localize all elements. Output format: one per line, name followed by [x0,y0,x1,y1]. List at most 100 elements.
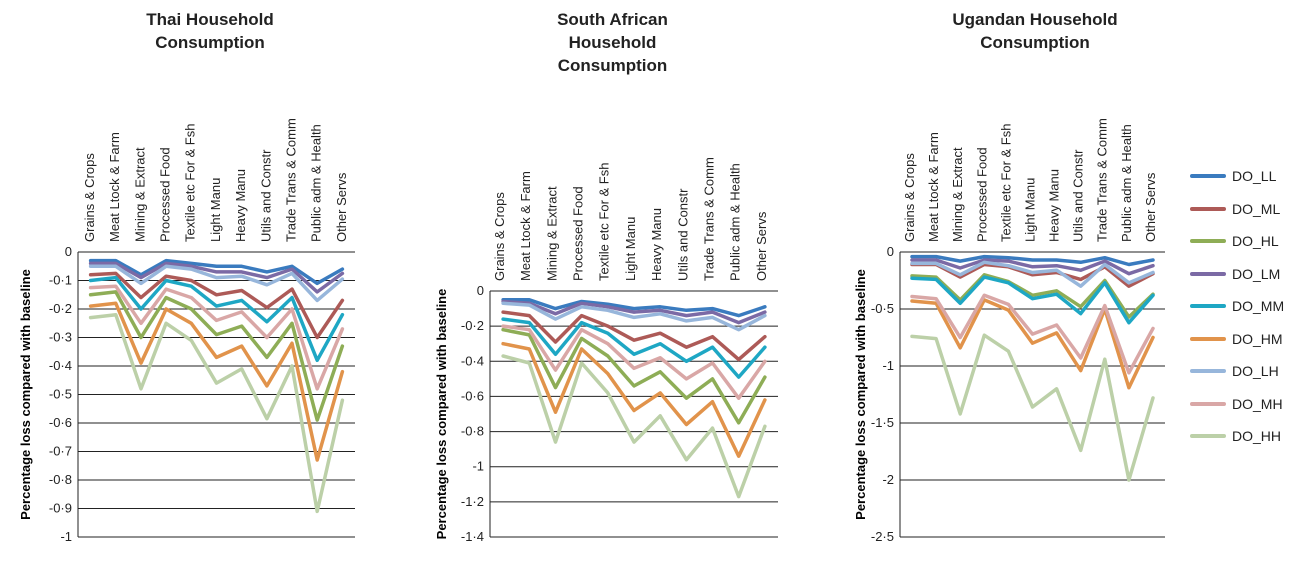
y-axis-label: Percentage loss compared with baseline [18,269,33,520]
legend-label: DO_MM [1232,298,1285,314]
series-line-do_ll [910,254,1155,267]
legend-item: DO_MM [1190,295,1300,328]
y-tick-label: -1·5 [871,415,894,430]
legend-label: DO_ML [1232,200,1281,217]
x-category-label: Grains & Crops [82,153,97,242]
series-line-do_mh [88,284,345,391]
legend-swatch [1190,336,1226,341]
legend-item: DO_HM [1190,328,1300,361]
x-category-label: Other Servs [754,211,769,281]
series-line-do_hh [910,333,1155,482]
legend-label: DO_HL [1232,233,1279,249]
x-category-label: Processed Food [974,147,989,242]
legend-swatch [1190,304,1226,308]
x-category-label: Utils and Constr [675,188,690,281]
y-tick-label: -0·6 [461,388,484,403]
series-line-do_hl [88,290,345,422]
series-line-do_hm [88,301,345,462]
y-tick-label: -0·4 [461,353,484,368]
x-category-label: Public adm & Health [309,124,324,242]
series-line-do_ml [501,310,767,362]
x-category-label: Public adm & Health [1119,124,1134,242]
series-line-do_hh [88,312,345,514]
legend-item: DO_MH [1190,393,1300,426]
x-category-label: Grains & Crops [492,192,507,281]
series-line-do_hm [501,341,767,458]
legend-label: DO_HH [1232,428,1282,444]
series-line-do_ll [501,298,767,318]
x-category-label: Textile etc For & Fsh [998,124,1013,242]
series-line-do_lm [88,261,345,294]
x-category-label: Mining & Extract [132,147,147,242]
series-line-do_hl [910,273,1155,319]
series-line-do_lh [501,301,767,332]
y-tick-label: 0 [887,244,894,259]
y-tick-label: -2·5 [871,529,894,544]
chart-title: South African Household Consumption [557,10,668,75]
chart-1: 0 -0·2 -0·4 -0·6 -0·8 -1 -1·2 -1·4 Percentage lo… [434,157,778,544]
legend-swatch [1190,401,1226,406]
x-category-label: Meat Ltock & Farm [107,132,122,242]
series-line-do_hh [501,354,767,499]
legend-item: DO_LH [1190,360,1300,393]
y-tick-label: -0·2 [461,318,484,333]
x-category-label: Trade Trans & Comm [1095,118,1110,242]
chart-title: Thai Household Consumption [146,10,274,52]
legend-item: DO_LM [1190,263,1300,296]
legend-item: DO_ML [1190,198,1300,231]
y-tick-label: -0·1 [49,273,72,288]
y-tick-label: -0·5 [871,301,894,316]
legend-label: DO_LH [1232,363,1279,379]
legend-item: DO_HH [1190,425,1300,458]
series-line-do_ll [88,258,345,286]
legend-swatch [1190,271,1226,276]
legend-swatch [1190,239,1226,243]
y-tick-label: -0·4 [49,358,72,373]
y-tick-label: -0·8 [49,472,72,487]
series-line-do_ml [88,271,345,340]
y-axis-label: Percentage loss compared with baseline [853,269,868,520]
legend-label: DO_HM [1232,330,1283,347]
legend-swatch [1190,434,1226,438]
y-tick-label: -1 [472,459,484,474]
legend-swatch [1190,174,1226,178]
x-category-label: Textile etc For & Fsh [597,163,612,281]
x-category-label: Meat Ltock & Farm [518,171,533,281]
x-category-label: Light Manu [1022,178,1037,242]
series-line-do_mm [88,275,345,363]
legend-item: DO_HL [1190,230,1300,263]
y-tick-label: -0·3 [49,330,72,345]
x-category-label: Public adm & Health [728,163,743,281]
x-category-label: Other Servs [1143,172,1158,242]
y-tick-label: 0 [477,283,484,298]
x-category-label: Light Manu [208,178,223,242]
series-line-do_lm [910,258,1155,276]
legend-label: DO_LM [1232,265,1281,282]
x-category-label: Utils and Constr [258,149,273,242]
y-tick-label: -1·2 [461,494,484,509]
legend-label: DO_MH [1232,395,1283,412]
x-category-label: Light Manu [623,217,638,281]
y-tick-label: 0 [65,244,72,259]
x-category-label: Grains & Crops [902,153,917,242]
series-line-do_hm [910,298,1155,390]
x-category-label: Heavy Manu [1047,169,1062,242]
x-category-label: Meat Ltock & Farm [926,132,941,242]
series-line-do_lh [910,260,1155,288]
y-tick-label: -0·5 [49,387,72,402]
y-tick-label: -1·4 [461,529,484,544]
y-tick-label: -1 [882,358,894,373]
y-tick-label: -1 [60,529,72,544]
y-tick-label: -0·2 [49,301,72,316]
series-line-do_mm [910,275,1155,325]
x-category-label: Processed Food [158,147,173,242]
series-line-do_mh [501,324,767,400]
x-category-label: Utils and Constr [1071,149,1086,242]
legend: DO_LL DO_ML DO_HL DO_LM DO_MM DO_HM DO_LH DO_MH… [1190,165,1300,458]
legend-label: DO_LL [1232,168,1277,184]
chart-0: 0 -0·1 -0·2 -0·3 -0·4 -0·5 -0·6 -0·7 -0·8 -0·9 -1 P… [18,118,355,544]
x-category-label: Heavy Manu [233,169,248,242]
legend-swatch [1190,369,1226,373]
